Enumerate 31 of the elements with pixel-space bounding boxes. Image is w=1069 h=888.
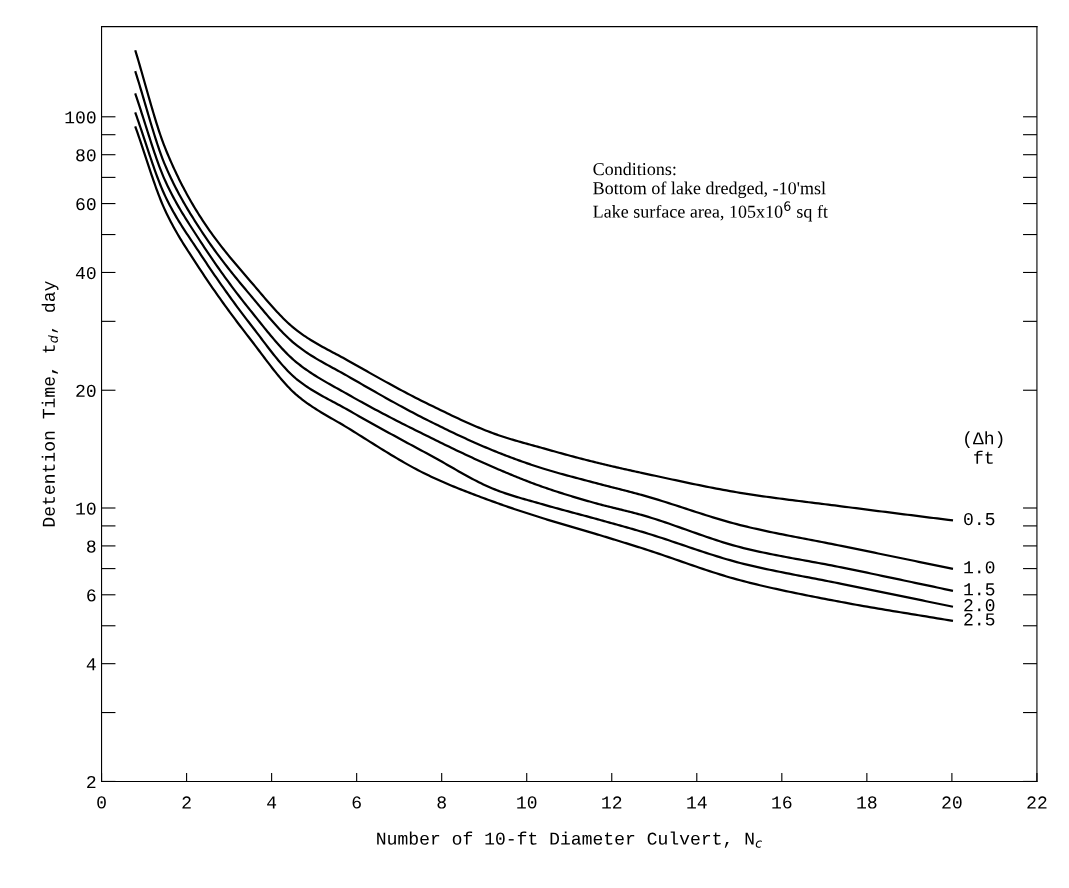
y-tick-label: 10: [76, 502, 96, 515]
legend-title: (Δh) ft: [965, 431, 1003, 464]
x-tick-label: 18: [857, 796, 877, 809]
x-tick-label: 4: [267, 796, 277, 809]
x-tick-label: 2: [182, 796, 191, 809]
legend-label: 1.5: [964, 583, 995, 596]
legend-label: 2.5: [964, 613, 995, 626]
x-tick-label: 16: [772, 796, 792, 809]
x-axis-title: Number of 10-ft Diameter Culvert, N$_{c}$: [377, 831, 762, 848]
series-label: 2.0: [964, 599, 995, 612]
annotation: Conditions: Bottom of lake dredged, -10'msl Lake surface area, 105x10$^{6}$ sq ft: [593, 162, 828, 222]
x-tick-label: 12: [602, 796, 622, 809]
y-tick-label: 6: [87, 589, 96, 602]
y-tick-label: 20: [76, 384, 96, 397]
y-tick-label: 80: [76, 149, 96, 162]
x-tick-label: 10: [517, 796, 537, 809]
y-tick-label: 60: [76, 198, 96, 211]
x-tick-label: 20: [942, 796, 962, 809]
y-tick-label: 40: [75, 266, 96, 280]
x-tick-label: 22: [1027, 796, 1047, 809]
legend-label: 1.0: [964, 561, 995, 574]
legend-label: 0.5: [964, 512, 995, 526]
x-tick-label: 6: [352, 796, 361, 809]
y-tick-label: 8: [87, 540, 96, 553]
x-tick-label: 8: [437, 796, 446, 809]
x-tick-label: 0: [97, 796, 106, 809]
x-tick-label: 14: [687, 796, 707, 809]
y-axis-title: Detention Time, t$_{d}$, day: [41, 281, 59, 527]
y-tick-label: 2: [87, 775, 96, 788]
y-tick-label: 4: [86, 658, 96, 671]
y-tick-label: 100: [65, 111, 96, 124]
